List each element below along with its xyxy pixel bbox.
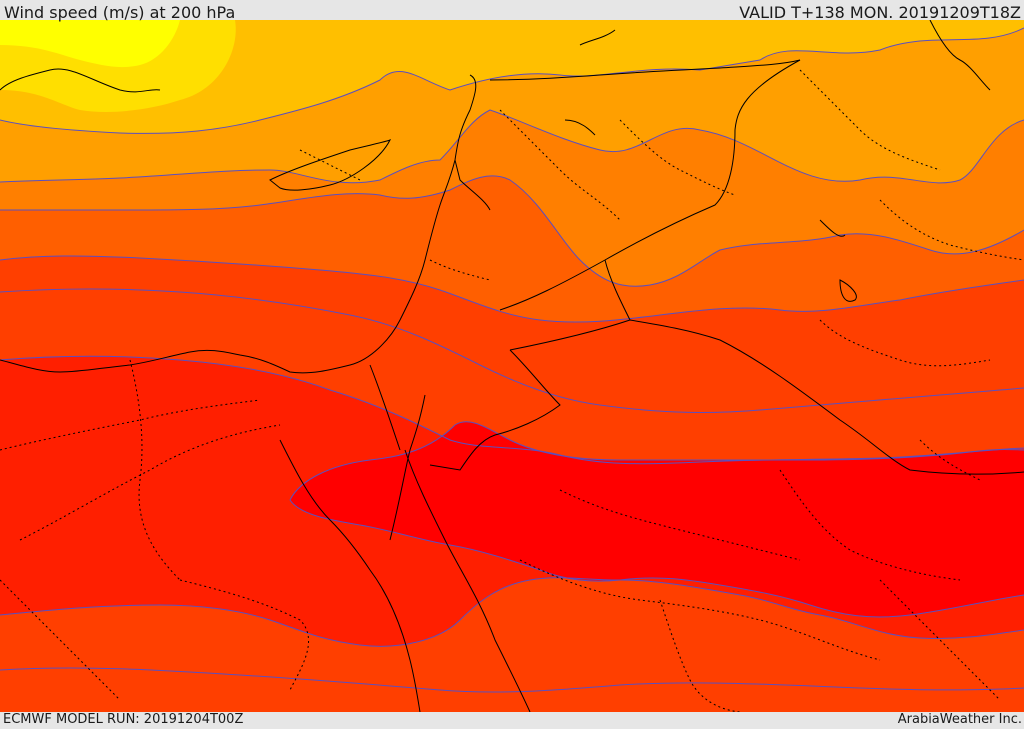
map-title: Wind speed (m/s) at 200 hPa xyxy=(4,3,236,22)
map-canvas xyxy=(0,20,1024,712)
admin-boundaries xyxy=(0,69,1024,712)
wind-band-3 xyxy=(0,28,1024,183)
wind-band-0 xyxy=(0,20,180,68)
country-borders xyxy=(369,59,1024,475)
wind-band-1 xyxy=(0,20,1024,134)
footer-bar: ECMWF MODEL RUN: 20191204T00Z ArabiaWeat… xyxy=(0,712,1024,729)
header-bar xyxy=(0,0,1024,20)
contour-lines xyxy=(0,27,1024,693)
wind-speed-map xyxy=(0,20,1024,712)
wind-band-9-jet-core xyxy=(290,421,1024,617)
credit-label: ArabiaWeather Inc. xyxy=(897,712,1022,727)
model-run-label: ECMWF MODEL RUN: 20191204T00Z xyxy=(3,712,244,727)
wind-band-4 xyxy=(0,110,1024,287)
valid-time-label: VALID T+138 MON. 20191209T18Z xyxy=(739,3,1021,22)
